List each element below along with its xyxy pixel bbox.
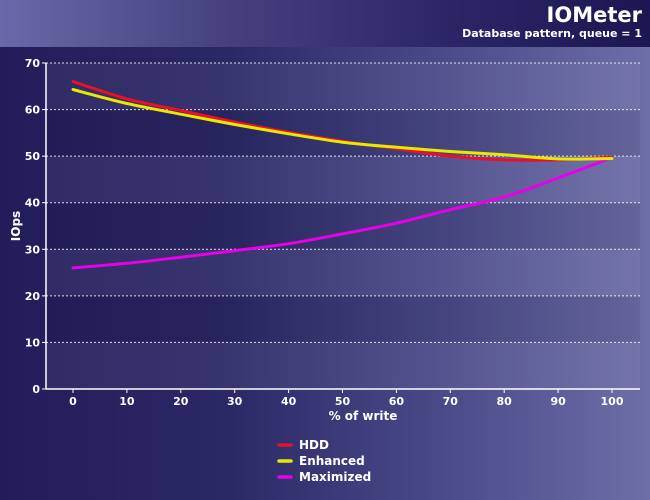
y-tick-label: 70 [25, 57, 41, 70]
plot-band [46, 202, 640, 250]
plot-band [46, 63, 640, 110]
legend-label: Maximized [299, 470, 371, 484]
y-tick-label: 20 [25, 290, 41, 303]
x-tick-label: 0 [69, 395, 77, 408]
plot-band [46, 249, 640, 296]
plot-band [46, 342, 640, 389]
y-tick-label: 0 [32, 383, 40, 396]
plot-bands [46, 63, 640, 389]
x-tick-label: 30 [227, 395, 243, 408]
plot-band [46, 156, 640, 203]
y-tick-label: 10 [25, 336, 41, 349]
plot-band [46, 109, 640, 157]
x-tick-label: 100 [601, 395, 624, 408]
y-tick-label: 60 [25, 104, 41, 117]
x-tick-label: 60 [389, 395, 405, 408]
y-tick-label: 30 [25, 243, 41, 256]
x-tick-label: 70 [443, 395, 459, 408]
legend: HDD Enhanced Maximized [277, 438, 371, 484]
gridlines [46, 62, 640, 343]
header-bar: IOMeter Database pattern, queue = 1 [0, 0, 650, 47]
axes [42, 62, 640, 393]
chart-subtitle: Database pattern, queue = 1 [462, 27, 642, 40]
x-tick-label: 50 [335, 395, 351, 408]
x-axis-label: % of write [329, 409, 398, 423]
plot-band [46, 295, 640, 343]
series-lines [71, 80, 614, 270]
legend-label: HDD [299, 438, 329, 452]
x-tick-label: 90 [550, 395, 566, 408]
y-axis-label: IOps [9, 211, 23, 241]
legend-label: Enhanced [299, 454, 365, 468]
x-tick-label: 20 [173, 395, 189, 408]
series-line-enhanced [71, 88, 614, 161]
y-tick-label: 50 [25, 150, 41, 163]
x-tick-label: 10 [119, 395, 135, 408]
y-tick-label: 40 [25, 197, 41, 210]
series-line-maximized [71, 156, 614, 270]
x-tick-label: 40 [281, 395, 297, 408]
x-tick-label: 80 [497, 395, 513, 408]
tick-labels: 0 10 20 30 40 50 60 70 0 10 20 30 40 50 60 70 80 90 100 [25, 57, 624, 408]
chart-title: IOMeter [546, 3, 642, 27]
